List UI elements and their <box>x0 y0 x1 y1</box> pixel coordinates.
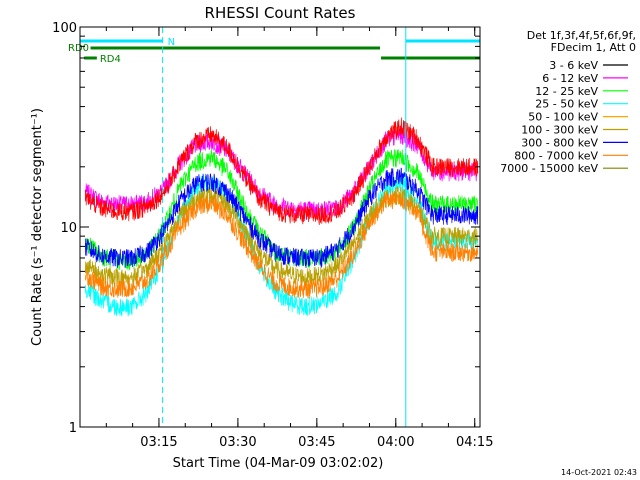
y-tick-label: 1 <box>69 421 77 436</box>
x-tick-label: 03:30 <box>219 435 256 450</box>
series-line-5 <box>84 186 479 288</box>
annotation-label-n: N <box>168 37 175 48</box>
legend-label-1: 6 - 12 keV <box>542 72 598 85</box>
legend-label-0: 3 - 6 keV <box>549 59 598 72</box>
y-tick-label: 100 <box>52 21 77 36</box>
series-layer <box>84 117 479 317</box>
y-axis-label: Count Rate (s⁻¹ detector segment⁻¹) <box>30 108 45 346</box>
y-tick-label: 10 <box>60 221 77 236</box>
legend-label-7: 800 - 7000 keV <box>514 149 598 162</box>
legend-header-line-2: FDecim 1, Att 0 <box>551 41 636 54</box>
legend-label-8: 7000 - 15000 keV <box>500 162 598 175</box>
x-tick-label: 03:45 <box>298 435 335 450</box>
x-tick-label: 03:15 <box>140 435 177 450</box>
series-line-6 <box>84 167 479 269</box>
timestamp: 14-Oct-2021 02:43 <box>561 468 637 477</box>
x-axis: 03:15 03:30 03:45 04:00 04:15 <box>105 27 493 450</box>
legend-label-3: 25 - 50 keV <box>535 98 598 111</box>
chart-title: RHESSI Count Rates <box>205 4 356 22</box>
legend-label-4: 50 - 100 keV <box>528 111 598 124</box>
x-tick-label: 04:00 <box>377 435 414 450</box>
legend: Det 1f,3f,4f,5f,6f,9f, FDecim 1, Att 0 3… <box>500 29 636 175</box>
legend-label-5: 100 - 300 keV <box>521 124 598 137</box>
series-line-2 <box>84 149 479 271</box>
series-line-7 <box>84 190 479 299</box>
legend-header-line-1: Det 1f,3f,4f,5f,6f,9f, <box>527 29 636 42</box>
y-axis: 1 10 100 <box>52 21 480 436</box>
series-line-9 <box>84 117 479 225</box>
annotation-label-rd4: RD4 <box>100 54 121 65</box>
x-tick-label: 04:15 <box>456 435 493 450</box>
legend-label-2: 12 - 25 keV <box>535 85 598 98</box>
legend-label-6: 300 - 800 keV <box>521 136 598 149</box>
annotation-label-rd0: RD0 <box>68 43 89 54</box>
x-axis-label: Start Time (04-Mar-09 03:02:02) <box>173 456 384 471</box>
